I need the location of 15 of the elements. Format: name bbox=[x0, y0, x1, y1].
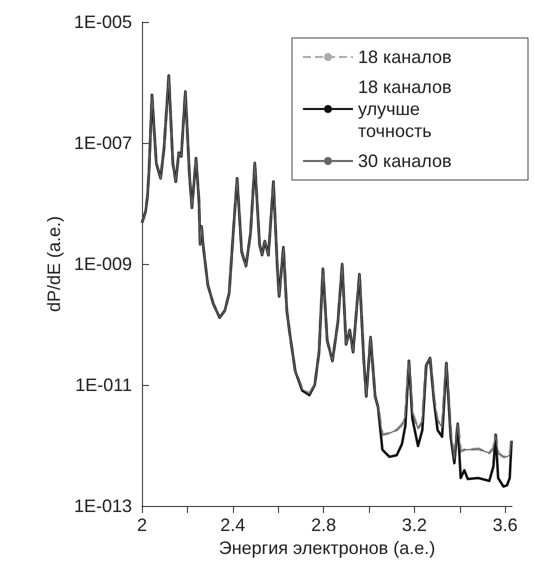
x-tick-label: 3.6 bbox=[492, 515, 518, 535]
y-tick-label: 1E-005 bbox=[74, 12, 132, 32]
legend-label: 18 каналов улучше точность bbox=[358, 77, 457, 141]
legend-label: 30 каналов bbox=[358, 151, 452, 171]
x-tick-label: 2.8 bbox=[311, 515, 336, 535]
legend-label: 18 каналов bbox=[358, 47, 452, 67]
y-axis-title: dP/dE (а.е.) bbox=[44, 216, 64, 312]
y-tick-label: 1E-009 bbox=[74, 254, 132, 274]
x-tick-label: 3.2 bbox=[402, 515, 427, 535]
y-tick-label: 1E-011 bbox=[75, 375, 132, 395]
x-axis-title: Энергия электронов (а.е.) bbox=[218, 538, 436, 558]
x-tick-label: 2.4 bbox=[220, 515, 246, 535]
x-tick-label: 2 bbox=[136, 515, 148, 535]
y-tick-label: 1E-007 bbox=[74, 133, 132, 153]
y-tick-label: 1E-013 bbox=[74, 496, 132, 516]
